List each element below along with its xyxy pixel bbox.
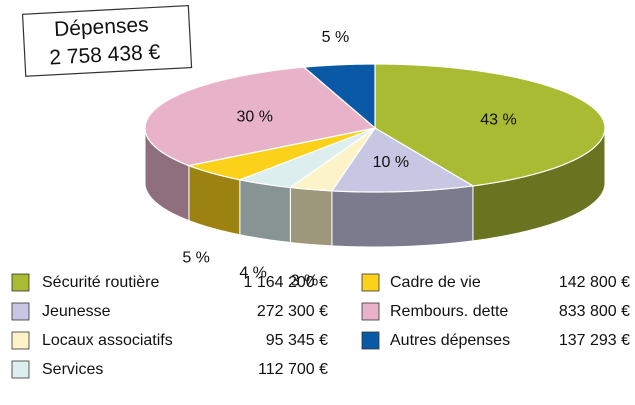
slice xyxy=(302,63,376,130)
legend-swatch xyxy=(11,331,30,350)
slice-label: 43 % xyxy=(480,112,516,129)
legend-swatch xyxy=(11,273,30,292)
legend-swatch xyxy=(361,331,380,350)
legend-label: Rembours. dette xyxy=(390,303,508,320)
legend-amount: 112 700 € xyxy=(258,361,328,378)
legend-label: Autres dépenses xyxy=(390,332,510,349)
legend-swatch xyxy=(361,273,380,292)
legend-amount: 95 345 € xyxy=(266,332,328,349)
legend-amount: 833 800 € xyxy=(559,303,630,320)
legend-label: Sécurité routière xyxy=(42,274,159,291)
legend-amount: 272 300 € xyxy=(257,303,328,320)
total-box: Dépenses 2 758 438 € xyxy=(21,4,193,77)
legend-label: Jeunesse xyxy=(42,303,111,320)
legend-label: Cadre de vie xyxy=(390,274,481,291)
slice-label: 5 % xyxy=(322,29,350,46)
total-frame xyxy=(21,4,193,77)
legend-swatch xyxy=(11,360,30,379)
slice-label: 30 % xyxy=(236,108,272,125)
slice-side xyxy=(239,179,291,244)
slice-label: 3 % xyxy=(291,272,319,289)
legend-swatch xyxy=(11,302,30,321)
slice-side xyxy=(331,185,474,248)
slice xyxy=(374,63,606,187)
slice-side xyxy=(289,186,333,247)
legend-amount: 142 800 € xyxy=(559,274,630,291)
slice-label: 10 % xyxy=(373,154,409,171)
slice-label: 5 % xyxy=(182,250,210,267)
chart-title: Dépenses xyxy=(54,13,150,41)
slice xyxy=(186,127,376,181)
legend-swatch xyxy=(361,302,380,321)
slice xyxy=(237,127,376,189)
slice xyxy=(288,127,376,192)
legend-amount: 137 293 € xyxy=(559,332,630,349)
slice-label: 4 % xyxy=(239,265,267,282)
slice xyxy=(330,127,475,193)
legend-amount: 1 164 200 € xyxy=(243,274,328,291)
slice xyxy=(144,66,377,167)
legend-label: Locaux associatifs xyxy=(42,332,173,349)
legend-label: Services xyxy=(42,361,103,378)
